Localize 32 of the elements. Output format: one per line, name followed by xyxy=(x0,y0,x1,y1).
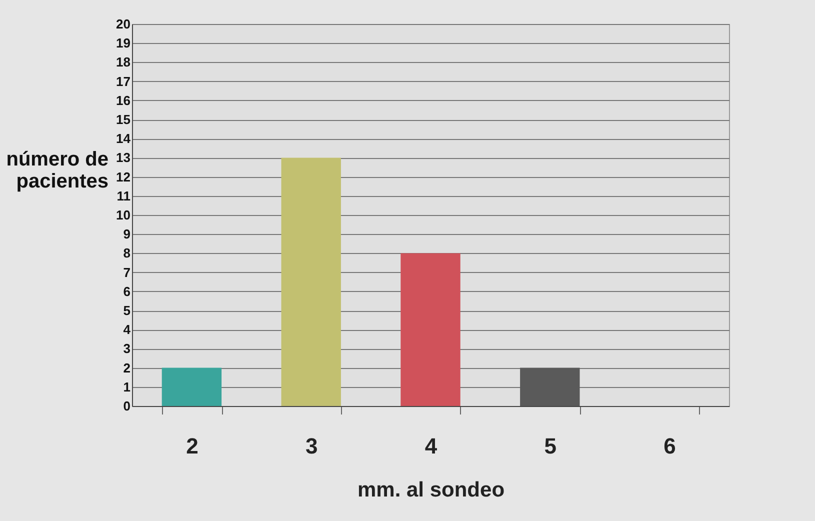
y-tick-label: 19 xyxy=(116,36,130,51)
x-tick-label: 6 xyxy=(664,434,676,458)
y-tick-label: 4 xyxy=(123,322,132,338)
y-tick-label: 8 xyxy=(123,246,130,261)
y-tick-label: 6 xyxy=(123,284,130,299)
y-tick-label: 14 xyxy=(116,131,132,146)
bar xyxy=(520,368,580,406)
y-tick-label: 9 xyxy=(123,226,130,242)
x-tick-label: 3 xyxy=(305,434,318,458)
y-tick-label: 11 xyxy=(116,188,130,204)
bar xyxy=(162,368,222,406)
y-tick-label: 12 xyxy=(116,169,130,184)
x-tick-label: 4 xyxy=(424,434,438,458)
y-tick-label: 13 xyxy=(116,150,130,166)
y-tick-label: 3 xyxy=(123,341,130,356)
y-tick-label: 18 xyxy=(116,54,130,70)
y-tick-label: 16 xyxy=(116,92,130,108)
y-tick-label: 20 xyxy=(116,16,130,32)
bar xyxy=(281,158,341,406)
y-tick-label: 5 xyxy=(123,303,130,318)
y-tick-label: 17 xyxy=(116,74,130,89)
y-tick-label: 7 xyxy=(123,264,130,280)
y-tick-label: 10 xyxy=(116,208,130,222)
y-tick-label: 0 xyxy=(123,398,130,414)
x-tick-label: 5 xyxy=(544,434,557,458)
bar xyxy=(400,253,460,406)
y-axis-title: número de pacientes xyxy=(6,148,108,192)
y-tick-label: 2 xyxy=(123,360,130,376)
y-tick-label: 15 xyxy=(116,112,130,127)
x-tick-label: 2 xyxy=(186,434,198,458)
x-axis-title: mm. al sondeo xyxy=(357,478,505,502)
y-tick-label: 1 xyxy=(123,379,130,394)
